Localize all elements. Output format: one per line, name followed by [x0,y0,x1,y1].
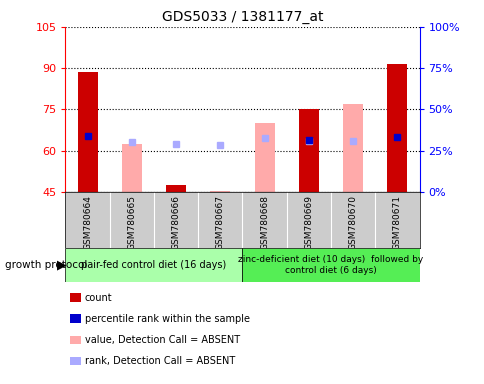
Text: ▶: ▶ [57,258,67,271]
Text: zinc-deficient diet (10 days)  followed by
control diet (6 days): zinc-deficient diet (10 days) followed b… [238,255,423,275]
Bar [254,123,274,192]
Bar [343,104,363,192]
Text: pair-fed control diet (16 days): pair-fed control diet (16 days) [81,260,226,270]
Text: growth protocol: growth protocol [5,260,87,270]
Title: GDS5033 / 1381177_at: GDS5033 / 1381177_at [162,10,322,25]
Text: GSM780665: GSM780665 [127,195,136,250]
Text: GSM780670: GSM780670 [348,195,357,250]
Bar [166,185,186,192]
Bar [65,248,242,282]
Bar [387,64,407,192]
Bar [210,190,230,192]
Text: value, Detection Call = ABSENT: value, Detection Call = ABSENT [85,335,240,345]
Text: GSM780671: GSM780671 [392,195,401,250]
Bar [77,72,97,192]
Bar [298,109,318,192]
Text: GSM780666: GSM780666 [171,195,180,250]
Text: GSM780669: GSM780669 [304,195,313,250]
Text: GSM780664: GSM780664 [83,195,92,250]
Text: rank, Detection Call = ABSENT: rank, Detection Call = ABSENT [85,356,235,366]
Text: GSM780667: GSM780667 [215,195,225,250]
Text: percentile rank within the sample: percentile rank within the sample [85,314,249,324]
Bar [121,144,141,192]
Bar [242,248,419,282]
Text: GSM780668: GSM780668 [259,195,269,250]
Text: count: count [85,293,112,303]
